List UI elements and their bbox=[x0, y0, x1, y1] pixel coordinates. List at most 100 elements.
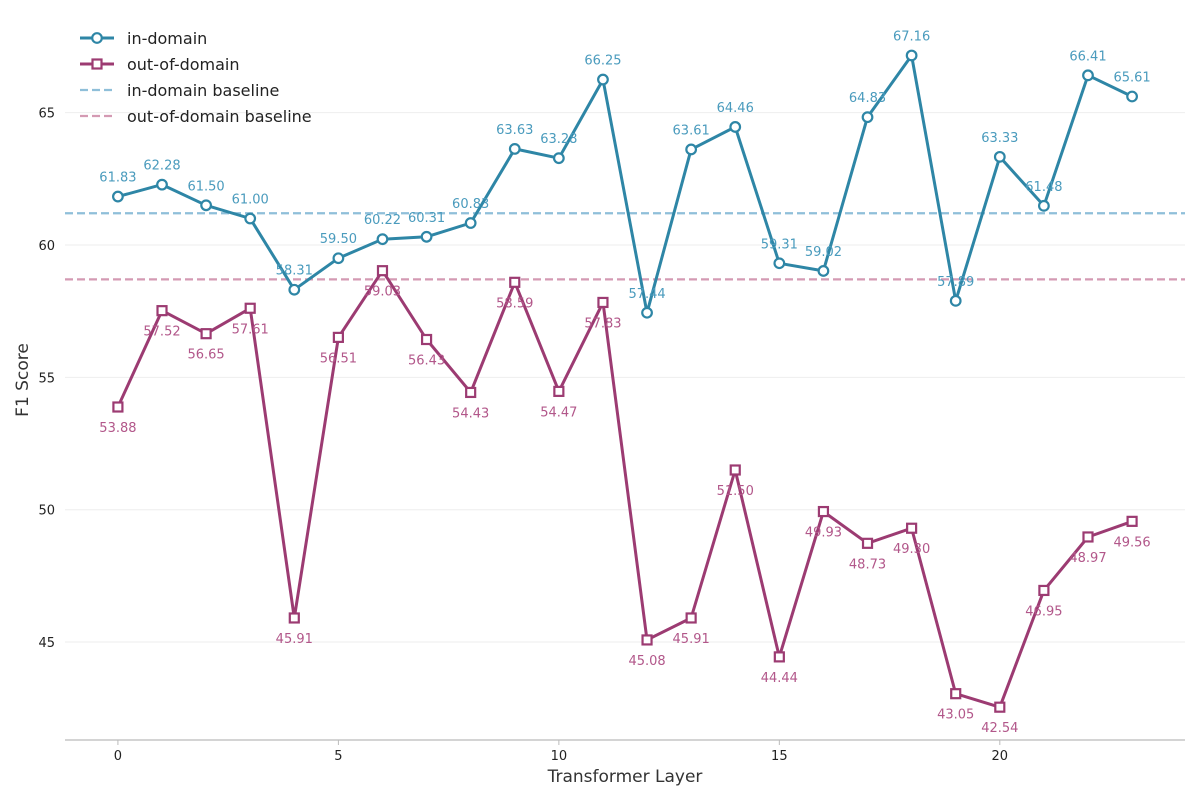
data-point bbox=[200, 328, 212, 340]
data-label: 44.44 bbox=[761, 671, 798, 686]
data-label: 62.28 bbox=[143, 159, 180, 174]
data-label: 64.46 bbox=[717, 101, 754, 116]
data-label: 63.28 bbox=[540, 132, 577, 147]
data-point bbox=[112, 190, 124, 203]
data-point bbox=[509, 276, 521, 288]
data-point bbox=[156, 178, 168, 191]
data-point bbox=[817, 265, 830, 277]
legend-label: out-of-domain bbox=[127, 55, 240, 74]
data-label: 48.97 bbox=[1069, 551, 1106, 566]
data-point bbox=[288, 612, 300, 624]
data-label: 66.25 bbox=[584, 54, 621, 69]
data-point bbox=[465, 386, 477, 399]
y-tick-label: 45 bbox=[38, 636, 55, 651]
data-point bbox=[817, 505, 830, 518]
data-label: 59.02 bbox=[805, 245, 842, 260]
x-tick-label: 0 bbox=[114, 749, 122, 764]
data-point bbox=[861, 111, 874, 124]
data-label: 61.00 bbox=[232, 193, 269, 208]
data-label: 54.47 bbox=[540, 405, 577, 420]
data-point bbox=[332, 252, 345, 265]
x-tick-label: 20 bbox=[992, 749, 1009, 764]
data-label: 59.03 bbox=[364, 285, 401, 300]
baseline-lines bbox=[65, 212, 1185, 281]
data-label: 42.54 bbox=[981, 721, 1018, 736]
series-group bbox=[112, 49, 1138, 713]
y-tick-label: 65 bbox=[38, 107, 55, 122]
data-point bbox=[773, 651, 785, 663]
y-tick-label: 55 bbox=[38, 371, 55, 386]
data-point bbox=[1082, 531, 1094, 543]
data-label: 57.89 bbox=[937, 275, 974, 290]
data-point bbox=[464, 217, 477, 229]
data-label: 48.73 bbox=[849, 557, 886, 572]
data-point bbox=[288, 283, 301, 296]
data-point bbox=[552, 152, 565, 165]
data-label: 49.30 bbox=[893, 542, 930, 557]
data-label: 63.33 bbox=[981, 131, 1018, 146]
data-point bbox=[508, 143, 521, 155]
data-point bbox=[200, 199, 213, 212]
data-point bbox=[773, 257, 786, 270]
legend-label: in-domain bbox=[127, 29, 207, 48]
data-label: 64.83 bbox=[849, 91, 886, 106]
data-label: 56.65 bbox=[187, 348, 224, 363]
data-point bbox=[641, 634, 653, 646]
data-point bbox=[244, 302, 256, 314]
legend-label: in-domain baseline bbox=[127, 81, 279, 100]
data-point bbox=[376, 233, 389, 246]
x-tick-label: 10 bbox=[551, 749, 568, 764]
data-label: 58.59 bbox=[496, 296, 533, 311]
data-labels: 61.83 62.28 61.50 61.00 58.31 59.50 60.22 60.31… bbox=[99, 29, 1150, 736]
data-point bbox=[420, 333, 433, 346]
data-label: 61.50 bbox=[187, 179, 224, 194]
data-label: 63.61 bbox=[673, 123, 710, 138]
legend-marker bbox=[91, 58, 103, 70]
grid-lines bbox=[65, 112, 1185, 643]
data-label: 56.51 bbox=[320, 351, 357, 366]
data-label: 57.52 bbox=[143, 325, 180, 340]
data-point bbox=[685, 143, 698, 156]
data-point bbox=[376, 265, 389, 277]
data-label: 56.43 bbox=[408, 354, 445, 369]
data-point bbox=[994, 701, 1006, 713]
data-point bbox=[1082, 69, 1094, 82]
data-label: 57.44 bbox=[628, 287, 665, 302]
data-point bbox=[597, 73, 609, 86]
data-label: 59.31 bbox=[761, 237, 798, 252]
data-point bbox=[729, 121, 742, 133]
y-tick-label: 60 bbox=[38, 239, 55, 254]
data-label: 57.83 bbox=[584, 316, 621, 331]
series-line bbox=[117, 54, 1133, 315]
data-label: 51.50 bbox=[717, 484, 754, 499]
data-label: 67.16 bbox=[893, 29, 930, 44]
data-label: 46.95 bbox=[1025, 604, 1062, 619]
data-point bbox=[641, 306, 653, 319]
data-point bbox=[1038, 584, 1050, 597]
y-axis-title: F1 Score bbox=[13, 343, 33, 417]
data-point bbox=[949, 294, 962, 307]
data-label: 49.56 bbox=[1113, 535, 1150, 550]
data-point bbox=[1037, 199, 1050, 212]
data-label: 45.91 bbox=[276, 632, 313, 647]
data-label: 65.61 bbox=[1113, 71, 1150, 86]
axes: 45 50 55 60 65 0 5 10 15 20 bbox=[38, 107, 1185, 764]
data-label: 58.31 bbox=[276, 264, 313, 279]
data-label: 66.41 bbox=[1069, 49, 1106, 64]
data-point bbox=[906, 522, 918, 534]
data-point bbox=[112, 401, 124, 413]
legend: in-domain out-of-domain in-domain baseline… bbox=[80, 29, 312, 126]
series-line bbox=[116, 269, 1133, 709]
data-label: 61.48 bbox=[1025, 180, 1062, 195]
data-point bbox=[861, 537, 874, 549]
data-label: 45.08 bbox=[628, 654, 665, 669]
legend-marker bbox=[91, 32, 103, 44]
y-tick-label: 50 bbox=[38, 504, 55, 519]
data-label: 49.93 bbox=[805, 526, 842, 541]
legend-label: out-of-domain baseline bbox=[127, 107, 312, 126]
data-label: 59.50 bbox=[320, 232, 357, 247]
data-point bbox=[1126, 90, 1138, 103]
data-label: 45.91 bbox=[673, 632, 710, 647]
data-point bbox=[729, 464, 741, 476]
